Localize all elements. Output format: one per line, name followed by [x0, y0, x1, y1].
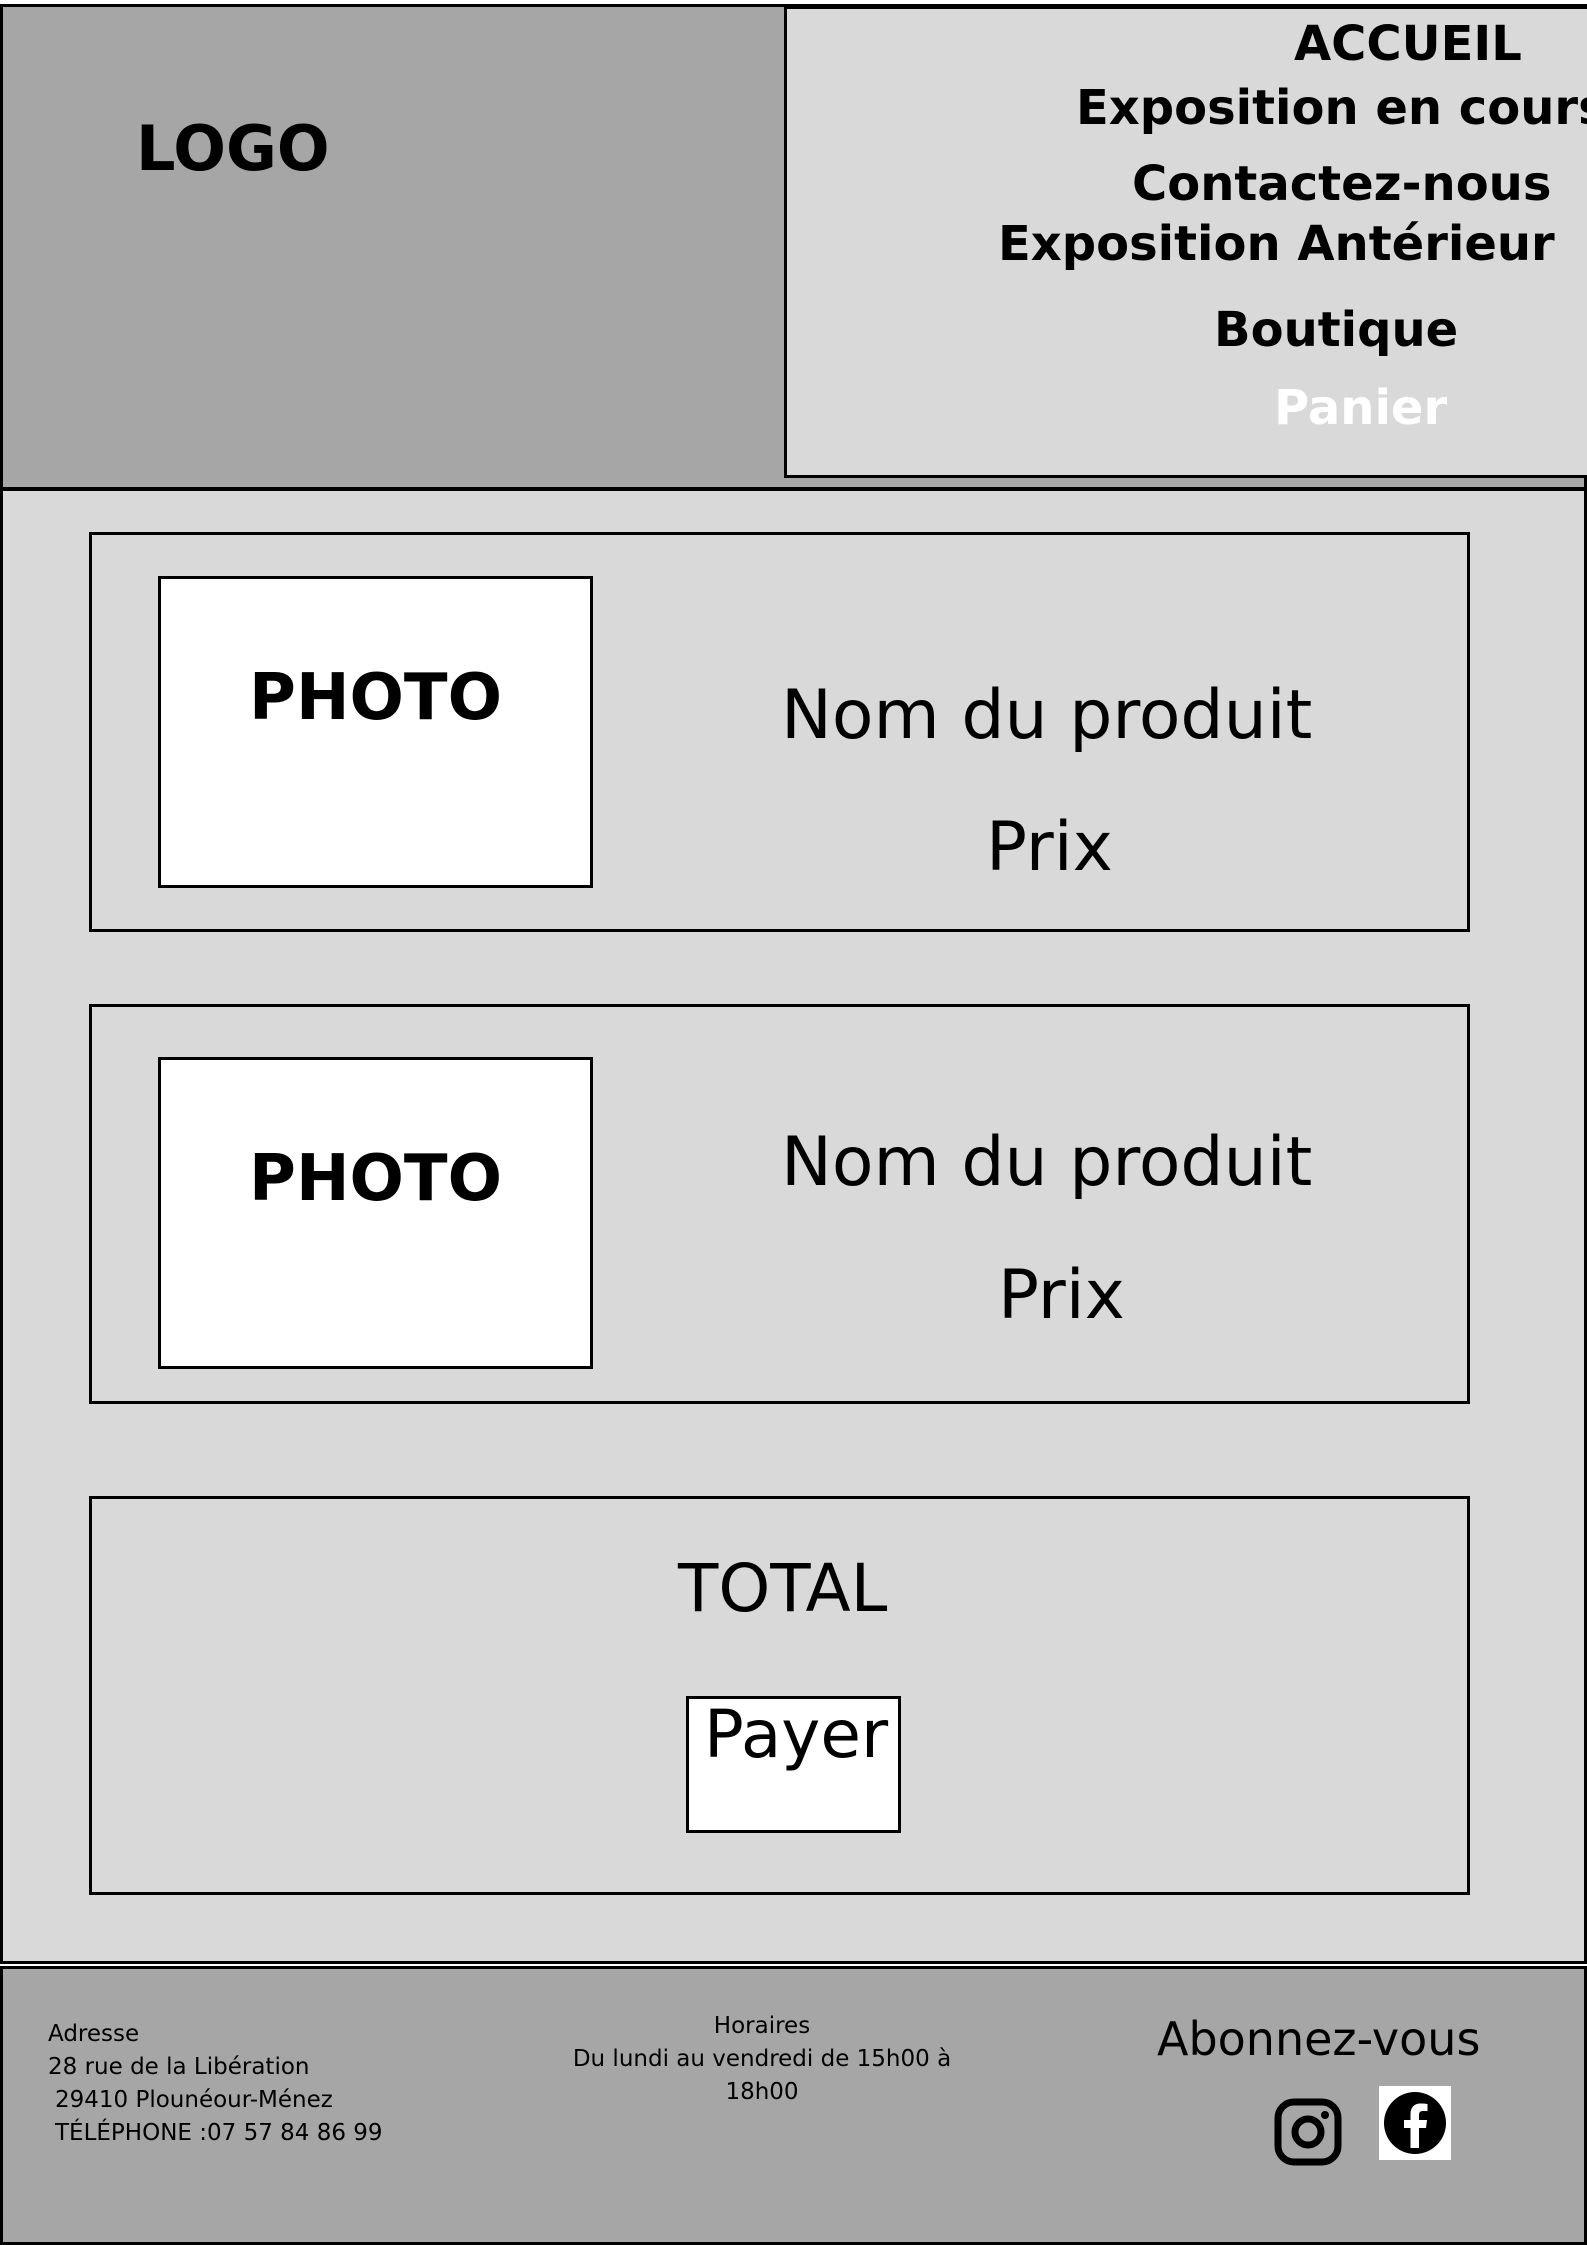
opening-hours: Horaires Du lundi au vendredi de 15h00 à… — [562, 2010, 962, 2109]
product-name: Nom du produit — [781, 676, 1313, 755]
product-name: Nom du produit — [781, 1123, 1313, 1202]
product-photo — [158, 1057, 593, 1369]
hours-label: Horaires — [713, 2013, 811, 2039]
nav-item-cart[interactable]: Panier — [1274, 380, 1448, 436]
nav-item-contact[interactable]: Contactez-nous — [1132, 156, 1552, 212]
instagram-icon[interactable] — [1274, 2098, 1342, 2166]
product-photo-label: PHOTO — [249, 1142, 502, 1216]
address-label: Adresse — [48, 2021, 140, 2047]
main-navigation — [784, 6, 1587, 478]
nav-item-current-exhibition[interactable]: Exposition en cours — [1076, 80, 1587, 136]
address-phone: TÉLÉPHONE :07 57 84 86 99 — [55, 2120, 383, 2146]
product-price: Prix — [986, 808, 1113, 887]
product-price: Prix — [998, 1256, 1125, 1335]
facebook-icon[interactable] — [1379, 2086, 1451, 2160]
product-photo — [158, 576, 593, 888]
nav-item-shop[interactable]: Boutique — [1214, 302, 1459, 358]
address-street: 28 rue de la Libération — [48, 2054, 310, 2080]
hours-line-1: Du lundi au vendredi de 15h00 à — [572, 2046, 952, 2072]
total-label: TOTAL — [678, 1550, 888, 1627]
nav-item-home[interactable]: ACCUEIL — [1294, 16, 1522, 72]
product-photo-label: PHOTO — [249, 661, 502, 735]
subscribe-label: Abonnez-vous — [1157, 2012, 1481, 2066]
pay-button-label[interactable]: Payer — [704, 1696, 889, 1773]
facebook-icon-graphic — [1384, 2092, 1446, 2154]
pay-button[interactable] — [686, 1696, 901, 1833]
nav-item-past-exhibition[interactable]: Exposition Antérieur — [998, 216, 1555, 272]
logo[interactable]: LOGO — [136, 112, 330, 185]
hours-line-2: 18h00 — [725, 2079, 799, 2105]
address-city: 29410 Plounéour-Ménez — [55, 2087, 333, 2113]
instagram-icon-graphic — [1274, 2098, 1342, 2166]
